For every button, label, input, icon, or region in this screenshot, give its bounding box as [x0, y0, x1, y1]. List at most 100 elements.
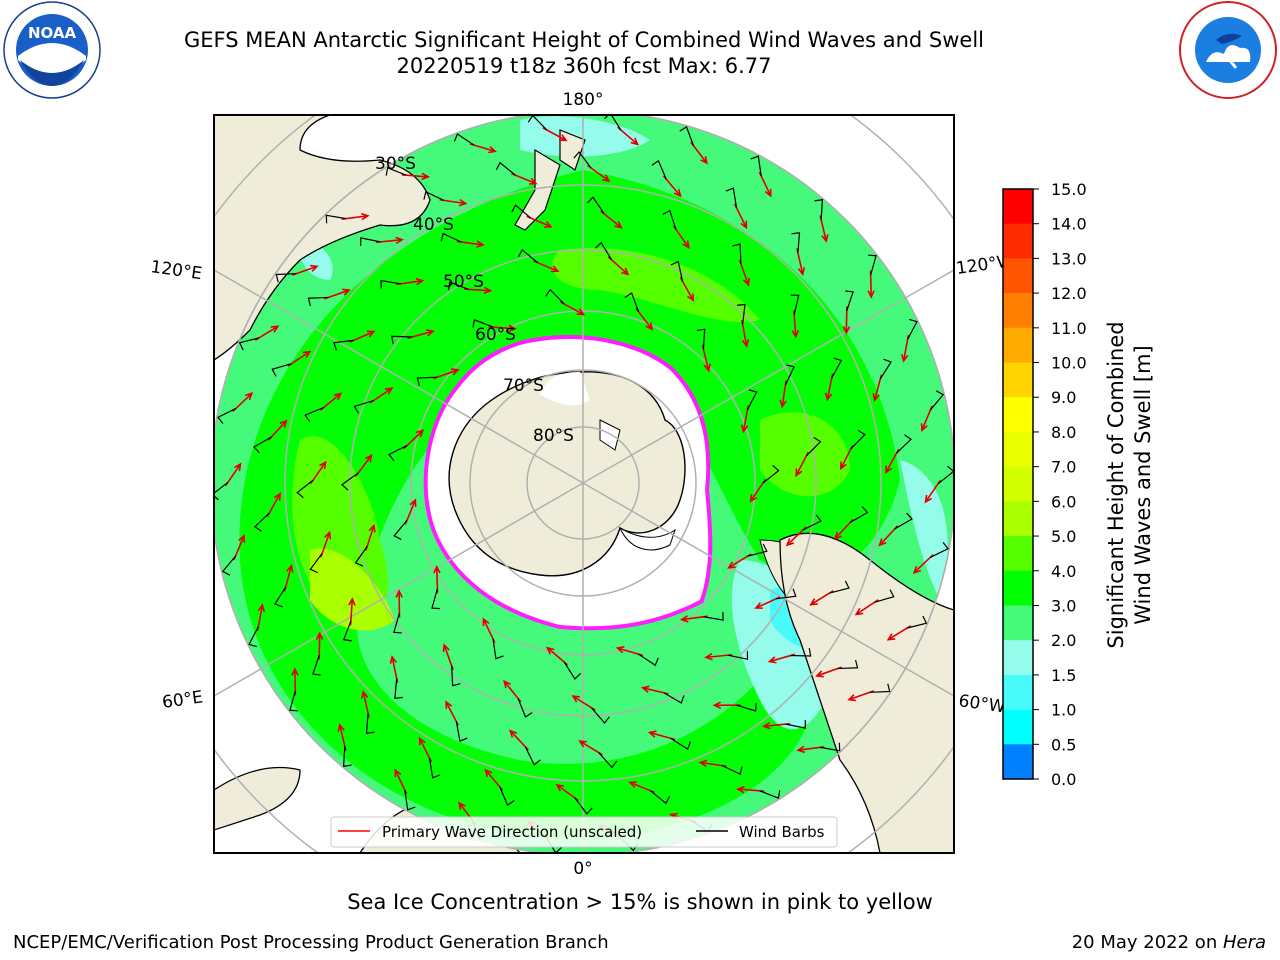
lat-label-50s: 50°S [443, 272, 484, 292]
wind-barb [495, 161, 516, 176]
wave-direction-arrow [839, 444, 854, 471]
wind-barb [221, 555, 237, 576]
wave-direction-arrow [256, 603, 265, 632]
wind-barb [814, 199, 824, 220]
wave-direction-arrow [679, 276, 695, 302]
map-legend: Primary Wave Direction (unscaled) Wind B… [330, 816, 838, 848]
wave-direction-arrow [662, 175, 682, 198]
noaa-logo-text: NOAA [28, 24, 77, 42]
wind-barb [591, 707, 610, 724]
wind-barb [837, 659, 859, 670]
lat-label-30s: 30°S [375, 154, 416, 174]
wind-barb [274, 586, 287, 608]
wave-direction-arrow [555, 783, 579, 802]
colorbar-tick-label: 8.0 [1051, 423, 1076, 442]
colorbar-band [1003, 744, 1033, 780]
wind-barb [342, 620, 352, 642]
wind-barb [662, 209, 677, 230]
wind-barb [275, 273, 297, 283]
wave-direction-arrow [791, 310, 800, 339]
wind-barb [428, 757, 441, 779]
wave-direction-arrow [587, 164, 611, 183]
wave-direction-arrow [533, 260, 560, 273]
wind-barb [388, 445, 408, 462]
wind-barb [831, 357, 843, 379]
wind-barb [759, 790, 781, 800]
lon-label-120e: 120°E [149, 257, 203, 284]
wind-barb [453, 133, 475, 146]
wind-barb [746, 389, 758, 411]
wind-barb [670, 260, 684, 282]
legend-wave-direction-label: Primary Wave Direction (unscaled) [382, 823, 642, 841]
colorbar-tick-label: 12.0 [1051, 284, 1087, 303]
wind-barb [404, 789, 416, 811]
colorbar-band [1003, 362, 1033, 398]
producer-credit: NCEP/EMC/Verification Post Processing Pr… [13, 932, 609, 953]
colorbar-band [1003, 605, 1033, 641]
wave-direction-arrow [484, 768, 504, 791]
wave-direction-arrow [635, 307, 654, 331]
wind-barb [721, 765, 743, 776]
colorbar-tick-label: 4.0 [1051, 562, 1076, 581]
wave-direction-arrow [885, 448, 900, 474]
wind-barb [849, 506, 869, 524]
wind-barb [663, 692, 685, 704]
wave-direction-arrow [488, 324, 517, 333]
wind-barb [511, 204, 532, 219]
wind-barb [354, 546, 368, 567]
wave-direction-arrow [920, 405, 933, 432]
wind-barb [214, 481, 229, 501]
wind-barb [894, 512, 913, 530]
colorbar-band [1003, 570, 1033, 606]
wave-direction-arrow [690, 141, 708, 165]
wind-barb [650, 790, 671, 805]
noaa-logo: NOAA [3, 1, 101, 99]
colorbar-tick-label: 2.0 [1051, 631, 1076, 650]
colorbar-band [1003, 327, 1033, 364]
wave-direction-arrow [795, 451, 810, 478]
wind-barb [472, 318, 494, 328]
wind-barb [604, 115, 622, 131]
map-frame [213, 114, 955, 854]
wind-barb [342, 746, 352, 767]
wind-barb [896, 434, 912, 454]
wind-barb [393, 612, 402, 634]
colorbar-tick-label: 1.5 [1051, 666, 1076, 685]
chart-subtitle: 20220519 t18z 360h fcst Max: 6.77 [396, 54, 772, 78]
wind-barb [747, 543, 768, 557]
lat-label-60s: 60°S [475, 325, 516, 345]
wind-barb [217, 407, 237, 424]
wind-barb [725, 187, 738, 209]
colorbar-band [1003, 397, 1033, 433]
colorbar-tick-label: 6.0 [1051, 492, 1076, 511]
wind-barb [545, 288, 565, 305]
wind-barb [929, 390, 945, 411]
wind-barb [563, 661, 582, 680]
wind-barb [309, 552, 323, 574]
wind-barb [341, 472, 359, 491]
colorbar-band [1003, 709, 1033, 745]
colorbar-tick-label: 0.0 [1051, 770, 1076, 789]
wave-direction-arrow [854, 599, 879, 616]
colorbar-band [1003, 293, 1033, 329]
colorbar-band [1003, 640, 1033, 676]
wave-direction-arrow [704, 653, 733, 661]
wind-barb [394, 678, 403, 700]
sea-ice-note: Sea Ice Concentration > 15% is shown in … [347, 890, 933, 914]
legend-wind-barbs-label: Wind Barbs [739, 823, 825, 841]
colorbar-tick-label: 13.0 [1051, 249, 1087, 268]
wind-barb [271, 363, 292, 377]
colorbar-band [1003, 536, 1033, 572]
wind-barbs [214, 115, 954, 853]
wind-barb [750, 155, 762, 177]
wind-barb [598, 752, 618, 769]
generation-host: Hera [1222, 932, 1266, 953]
wave-direction-arrow [232, 392, 254, 413]
wind-barb [906, 615, 928, 629]
chart-title: GEFS MEAN Antarctic Significant Height o… [183, 28, 985, 52]
wind-barb [391, 335, 412, 345]
wave-direction-arrow [559, 301, 586, 316]
colorbar-tick-label: 9.0 [1051, 388, 1076, 407]
wind-barb [638, 653, 659, 667]
wind-barb [829, 580, 850, 594]
